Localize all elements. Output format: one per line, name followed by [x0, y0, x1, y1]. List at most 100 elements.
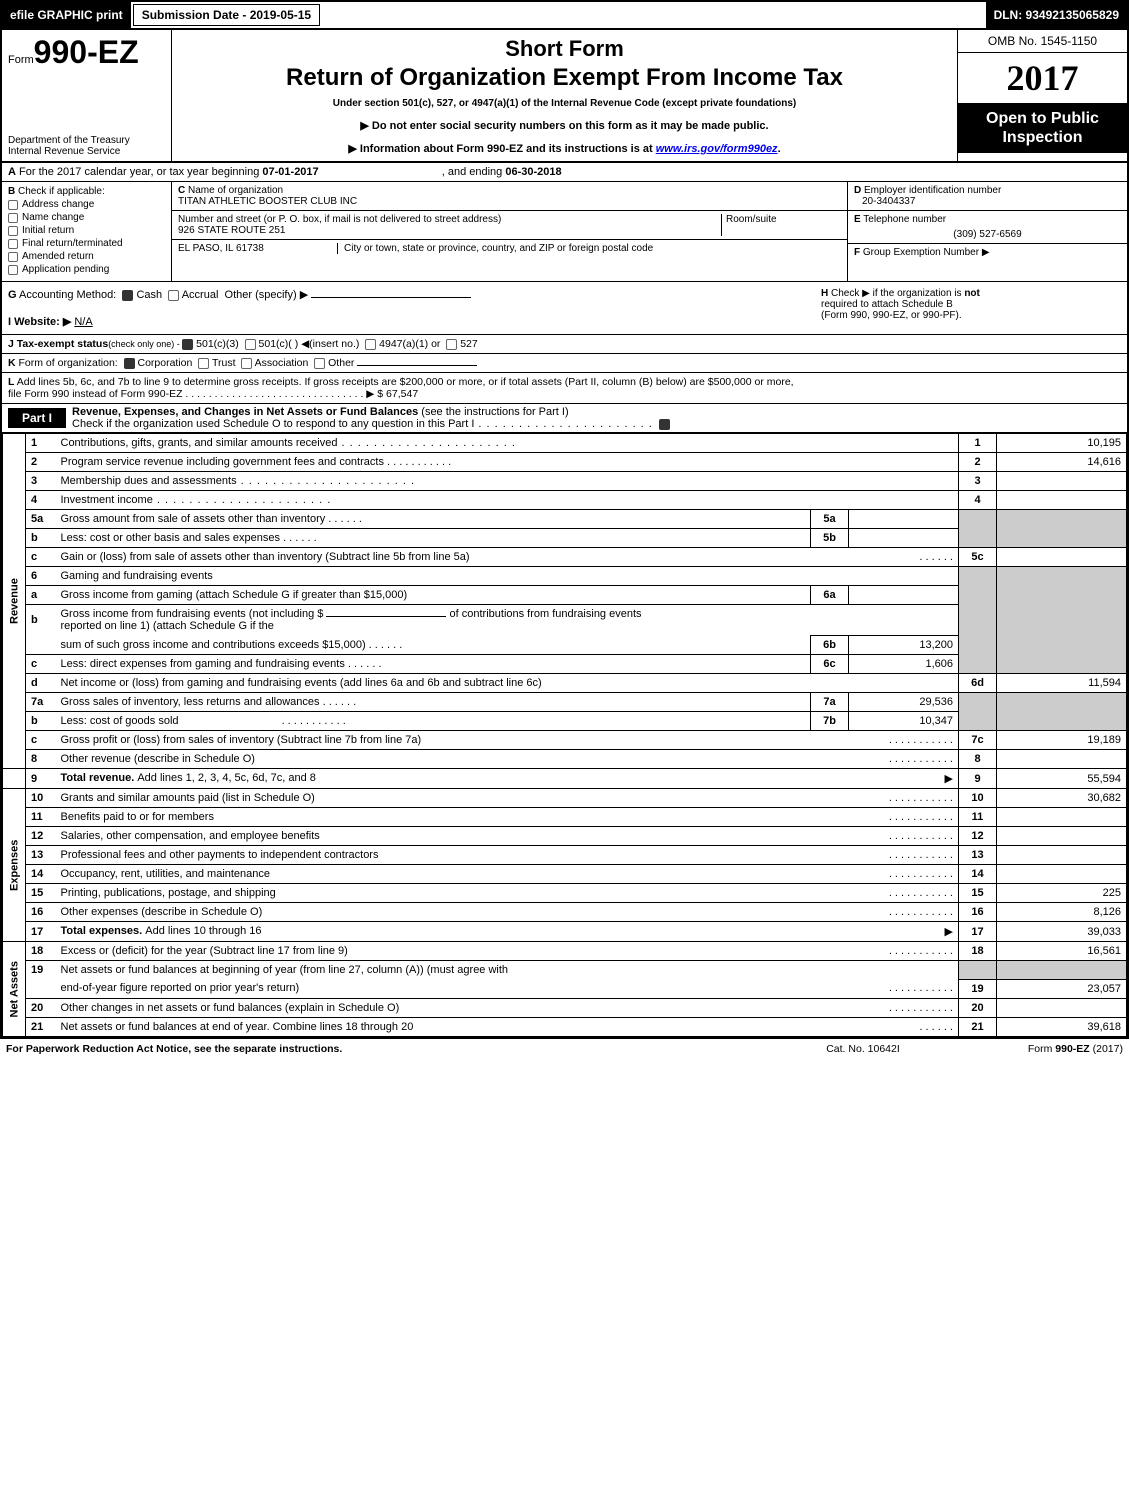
city-label: City or town, state or province, country… [338, 243, 841, 254]
check-initial-return[interactable]: Initial return [8, 225, 165, 236]
shade-cell [997, 693, 1127, 731]
netassets-vlabel: Net Assets [3, 942, 26, 1037]
row-6d: d Net income or (loss) from gaming and f… [3, 674, 1127, 693]
line-num: 15 [26, 884, 56, 903]
section-d: D Employer identification number 20-3404… [848, 182, 1127, 211]
form-number-text: 990-EZ [34, 34, 139, 70]
submission-date: Submission Date - 2019-05-15 [133, 4, 320, 26]
checkbox-icon [245, 339, 256, 350]
line-desc: Other revenue (describe in Schedule O) [56, 750, 959, 769]
desc-text: reported on line 1) (attach Schedule G i… [61, 620, 274, 632]
section-bcd: B Check if applicable: Address change Na… [2, 182, 1127, 282]
j-4947: 4947(a)(1) or [379, 338, 440, 350]
row-6b-1: b Gross income from fundraising events (… [3, 605, 1127, 636]
ln: 8 [959, 750, 997, 769]
checkbox-icon [241, 358, 252, 369]
part-1-title: Revenue, Expenses, and Changes in Net As… [66, 406, 1127, 430]
check-address-change[interactable]: Address change [8, 199, 165, 210]
check-final-return[interactable]: Final return/terminated [8, 238, 165, 249]
checkbox-icon [8, 226, 18, 236]
row-9: 9 Total revenue. Add lines 1, 2, 3, 4, 5… [3, 769, 1127, 789]
footer-form-ref: Form 990-EZ (2017) [963, 1043, 1123, 1055]
section-d-label: D [854, 185, 861, 196]
desc-text: Less: cost or other basis and sales expe… [61, 532, 281, 544]
section-c: C Name of organization TITAN ATHLETIC BO… [172, 182, 847, 281]
org-name-row: C Name of organization TITAN ATHLETIC BO… [172, 182, 847, 211]
accrual-label: Accrual [182, 289, 219, 301]
check-application-pending[interactable]: Application pending [8, 264, 165, 275]
info-note-prefix: ▶ Information about Form 990-EZ and its … [348, 143, 655, 155]
desc-text: Occupancy, rent, utilities, and maintena… [61, 868, 271, 880]
line-value: 225 [997, 884, 1127, 903]
row-8: 8 Other revenue (describe in Schedule O)… [3, 750, 1127, 769]
ln: 13 [959, 846, 997, 865]
desc-text: Grants and similar amounts paid (list in… [61, 792, 315, 804]
section-a: A For the 2017 calendar year, or tax yea… [2, 163, 1127, 182]
part-1-check-text: Check if the organization used Schedule … [72, 418, 474, 430]
line-num: 3 [26, 472, 56, 491]
desc-text: Salaries, other compensation, and employ… [61, 830, 320, 842]
line-desc: Investment income [56, 491, 959, 510]
section-e-label: E [854, 214, 861, 225]
line-num: 9 [26, 769, 56, 789]
ln: 5c [959, 548, 997, 567]
desc-text: Other revenue (describe in Schedule O) [61, 753, 255, 765]
section-a-label: A [8, 166, 16, 178]
irs-link[interactable]: www.irs.gov/form990ez [656, 143, 778, 155]
dln-label: DLN: 93492135065829 [986, 2, 1127, 28]
section-f-label: F [854, 247, 860, 258]
ln: 18 [959, 942, 997, 961]
checkbox-icon [8, 213, 18, 223]
line-num: b [26, 605, 56, 636]
line-num: a [26, 586, 56, 605]
line-desc: Gross income from fundraising events (no… [56, 605, 959, 636]
section-j-label: J [8, 338, 14, 350]
dept-line2: Internal Revenue Service [8, 146, 178, 157]
desc-text: Contributions, gifts, grants, and simila… [61, 437, 338, 449]
check-label: Name change [22, 212, 84, 223]
line-num: 7a [26, 693, 56, 712]
row-6a: a Gross income from gaming (attach Sched… [3, 586, 1127, 605]
section-l-label: L [8, 376, 14, 388]
ln: 21 [959, 1017, 997, 1036]
line-desc: Less: cost of goods sold [56, 712, 811, 731]
checkbox-icon [659, 419, 670, 430]
check-name-change[interactable]: Name change [8, 212, 165, 223]
section-k-label: K [8, 357, 16, 369]
section-f: F Group Exemption Number ▶ [848, 244, 1127, 261]
line-num: 14 [26, 865, 56, 884]
checkbox-icon [168, 290, 179, 301]
checkbox-icon [314, 358, 325, 369]
check-amended-return[interactable]: Amended return [8, 251, 165, 262]
row-7b: b Less: cost of goods sold 7b 10,347 [3, 712, 1127, 731]
line-num: 20 [26, 998, 56, 1017]
section-e: E Telephone number (309) 527-6569 [848, 211, 1127, 244]
line-num: 18 [26, 942, 56, 961]
row-21: 21 Net assets or fund balances at end of… [3, 1017, 1127, 1036]
l-text1: Add lines 5b, 6c, and 7b to line 9 to de… [17, 376, 794, 388]
part-1-table: Revenue 1 Contributions, gifts, grants, … [2, 433, 1127, 1037]
footer-suffix: (2017) [1090, 1043, 1123, 1055]
website-value: N/A [74, 316, 92, 328]
line-value: 19,189 [997, 731, 1127, 750]
checkbox-icon [8, 252, 18, 262]
section-j: J Tax-exempt status(check only one) - 50… [2, 335, 1127, 354]
k-corp: Corporation [138, 357, 193, 369]
line-value [997, 808, 1127, 827]
shade-cell [959, 693, 997, 731]
desc-text: Add lines 10 through 16 [145, 925, 261, 937]
line-desc: Other changes in net assets or fund bala… [56, 998, 959, 1017]
l-value: $ 67,547 [377, 388, 418, 400]
line-num: 17 [26, 922, 56, 942]
line-num: c [26, 731, 56, 750]
section-k: K Form of organization: Corporation Trus… [2, 354, 1127, 373]
desc-text: end-of-year figure reported on prior yea… [61, 982, 300, 994]
city-value: EL PASO, IL 61738 [178, 243, 338, 254]
checkbox-icon [365, 339, 376, 350]
desc-text: Other expenses (describe in Schedule O) [61, 906, 263, 918]
line-value [997, 865, 1127, 884]
section-a-mid: , and ending [442, 166, 506, 178]
section-b-label: B [8, 186, 15, 197]
desc-text: Professional fees and other payments to … [61, 849, 379, 861]
section-i-label: I [8, 316, 11, 328]
